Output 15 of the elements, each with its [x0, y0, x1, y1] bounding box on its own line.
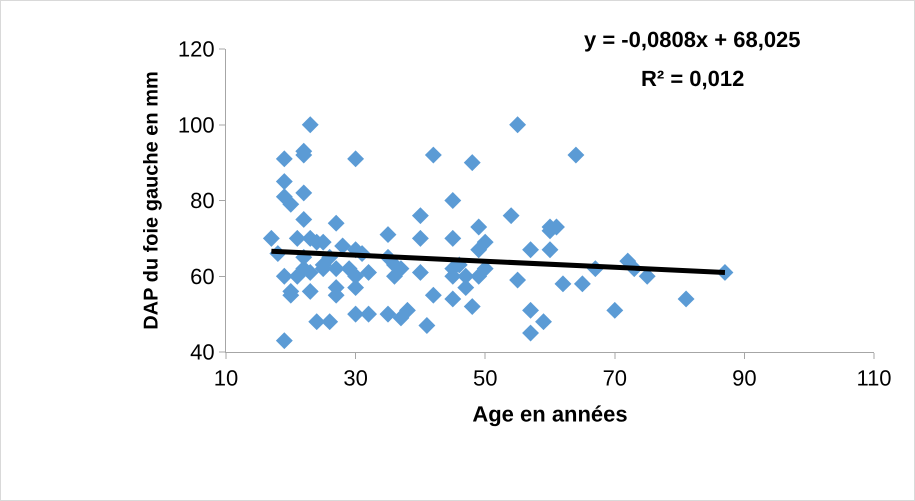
y-tick-label: 60	[190, 264, 215, 289]
x-tick-label: 30	[343, 365, 368, 390]
x-tick-label: 110	[856, 365, 892, 390]
x-tick-label: 70	[602, 365, 628, 390]
x-tick-label: 90	[732, 365, 757, 390]
y-tick-label: 120	[178, 36, 215, 62]
annotation: R² = 0,012	[641, 66, 744, 91]
y-tick-label: 80	[190, 188, 215, 214]
y-axis-title: DAP du foie gauche en mm	[140, 71, 162, 330]
x-tick-label: 50	[472, 365, 498, 390]
y-tick-label: 100	[178, 112, 215, 138]
y-tick-label: 40	[190, 340, 215, 365]
x-axis-title: Age en années	[472, 401, 628, 426]
x-tick-label: 10	[214, 365, 238, 390]
annotation: y = -0,0808x + 68,025	[584, 27, 801, 52]
